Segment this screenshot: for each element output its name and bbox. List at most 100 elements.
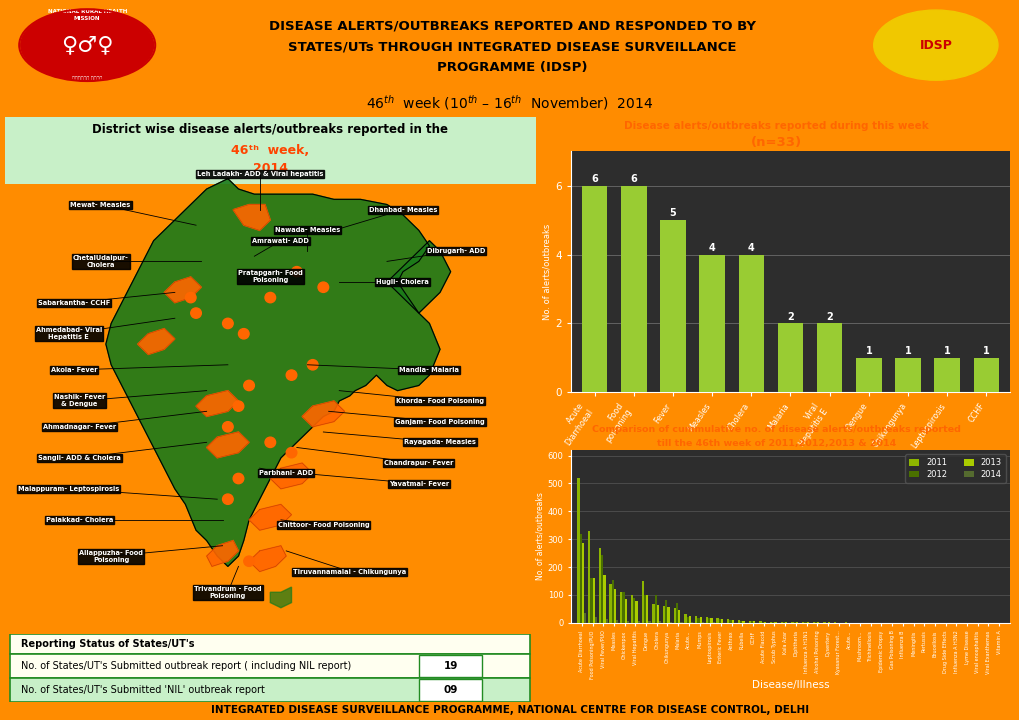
Bar [611, 580, 613, 623]
Bar [727, 619, 729, 623]
Bar [658, 621, 660, 623]
Bar [10, 654, 530, 678]
Text: Hugli- Cholera: Hugli- Cholera [376, 279, 429, 285]
Bar [600, 554, 602, 623]
Polygon shape [196, 391, 238, 416]
Bar [737, 620, 740, 623]
Bar [972, 358, 998, 392]
Text: 2: 2 [825, 312, 833, 322]
Text: 1: 1 [904, 346, 910, 356]
Bar [791, 622, 793, 623]
Text: ♀♂♀: ♀♂♀ [61, 35, 113, 55]
Bar [622, 592, 624, 623]
Bar [592, 577, 594, 623]
Bar [641, 581, 643, 623]
Text: 1: 1 [982, 346, 988, 356]
Bar [631, 595, 633, 623]
Text: Khorda- Food Poisoning: Khorda- Food Poisoning [395, 398, 484, 404]
Text: Palakkad- Cholera: Palakkad- Cholera [46, 517, 113, 523]
Text: Yavatmal- Fever: Yavatmal- Fever [388, 481, 448, 487]
Bar [680, 621, 682, 623]
Text: 4: 4 [747, 243, 754, 253]
Circle shape [40, 20, 135, 70]
Text: Chandrapur- Fever: Chandrapur- Fever [384, 460, 453, 466]
Bar [590, 578, 592, 623]
Bar [763, 621, 765, 623]
Circle shape [222, 494, 233, 504]
Bar [651, 604, 654, 623]
Polygon shape [207, 432, 249, 458]
Bar [645, 595, 648, 623]
Bar [627, 621, 629, 623]
Bar [769, 621, 771, 623]
Circle shape [244, 556, 254, 567]
Circle shape [894, 22, 976, 68]
Polygon shape [249, 546, 286, 572]
Bar [637, 621, 639, 623]
Text: Trivandrum - Food
Poisoning: Trivandrum - Food Poisoning [194, 586, 261, 599]
Text: DISEASE ALERTS/OUTBREAKS REPORTED AND RESPONDED TO BY: DISEASE ALERTS/OUTBREAKS REPORTED AND RE… [269, 19, 755, 32]
Bar [773, 622, 775, 623]
Text: Dhanbad- Measles: Dhanbad- Measles [368, 207, 437, 212]
Bar [635, 600, 637, 623]
Text: Tiruvannamalai - Chikungunya: Tiruvannamalai - Chikungunya [292, 569, 407, 575]
Circle shape [265, 292, 275, 302]
Text: 2014: 2014 [253, 162, 287, 175]
Bar [643, 595, 645, 623]
Circle shape [222, 422, 233, 432]
Text: IDSP: IDSP [918, 39, 952, 52]
Text: 09: 09 [443, 685, 458, 695]
Bar [584, 613, 586, 623]
Text: Rayagada- Measles: Rayagada- Measles [404, 439, 476, 446]
Bar [662, 606, 664, 623]
Text: INTEGRATED DISEASE SURVEILLANCE PROGRAMME, NATIONAL CENTRE FOR DISEASE CONTROL, : INTEGRATED DISEASE SURVEILLANCE PROGRAMM… [211, 705, 808, 715]
Bar [673, 608, 676, 623]
Bar [771, 622, 773, 623]
Bar [609, 584, 611, 623]
Bar [697, 618, 699, 623]
Circle shape [318, 282, 328, 292]
Bar [718, 619, 720, 623]
Text: Dibrugarh- ADD: Dibrugarh- ADD [426, 248, 485, 254]
Text: 2: 2 [787, 312, 793, 322]
Bar [676, 603, 678, 623]
Text: Amrawati- ADD: Amrawati- ADD [253, 238, 309, 243]
Bar [613, 589, 615, 623]
Text: Sabarkantha- CCHF: Sabarkantha- CCHF [38, 300, 110, 306]
Bar [659, 220, 685, 392]
Bar [602, 575, 605, 623]
Bar [694, 616, 697, 623]
Text: District wise disease alerts/outbreaks reported in the: District wise disease alerts/outbreaks r… [92, 123, 448, 136]
Text: ChetalUdaipur-
Cholera: ChetalUdaipur- Cholera [72, 255, 128, 268]
Text: PROGRAMME (IDSP): PROGRAMME (IDSP) [437, 61, 587, 74]
Bar [709, 618, 712, 623]
Bar [740, 621, 742, 623]
Bar [933, 358, 959, 392]
Text: Parbhani- ADD: Parbhani- ADD [259, 470, 313, 477]
Bar [705, 616, 707, 623]
Text: 6: 6 [591, 174, 597, 184]
Polygon shape [164, 277, 201, 302]
Polygon shape [233, 204, 270, 230]
Bar [620, 592, 622, 623]
Bar [777, 323, 802, 392]
Circle shape [191, 308, 201, 318]
Bar [780, 622, 783, 623]
Text: Ahmedabad- Viral
Hepatitis E: Ahmedabad- Viral Hepatitis E [36, 328, 102, 341]
Polygon shape [386, 240, 450, 313]
Bar [752, 621, 754, 623]
Circle shape [238, 328, 249, 339]
Circle shape [307, 359, 318, 370]
Text: NATIONAL RURAL HEALTH: NATIONAL RURAL HEALTH [48, 9, 126, 14]
Bar [615, 621, 618, 623]
Polygon shape [249, 504, 291, 530]
Bar [419, 680, 482, 701]
Bar [783, 622, 785, 623]
Bar [895, 358, 920, 392]
Bar [761, 621, 763, 623]
Bar [686, 616, 688, 623]
Bar [666, 608, 669, 623]
Polygon shape [270, 463, 313, 489]
Polygon shape [106, 179, 439, 567]
Bar [579, 534, 581, 623]
